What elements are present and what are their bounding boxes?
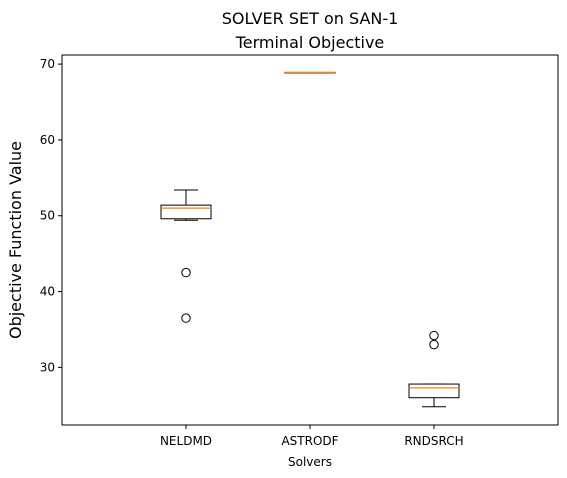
y-tick-label: 40: [40, 285, 55, 299]
outlier-point: [429, 330, 439, 341]
x-tick-label: RNDSRCH: [404, 434, 463, 448]
outlier-point: [181, 313, 191, 323]
outlier-point: [181, 267, 191, 278]
y-tick-label: 60: [40, 133, 55, 147]
chart-subtitle: Terminal Objective: [235, 33, 385, 52]
outlier-point: [429, 339, 439, 350]
y-tick-label: 50: [40, 209, 55, 223]
box-iqr: [408, 383, 460, 399]
y-tick-label: 30: [40, 360, 55, 374]
plot-frame: [61, 54, 559, 426]
box-iqr: [160, 204, 212, 220]
x-tick-label: ASTRODF: [281, 434, 338, 448]
plot-marks: 30 40 50 60 70 NELDMD ASTRODF RNDSRCH: [40, 57, 464, 448]
chart-title: SOLVER SET on SAN-1: [222, 9, 399, 28]
y-axis-label: Objective Function Value: [6, 141, 25, 339]
x-tick-label: NELDMD: [160, 434, 212, 448]
y-tick-label: 70: [40, 57, 55, 71]
x-axis-label: Solvers: [288, 455, 332, 469]
